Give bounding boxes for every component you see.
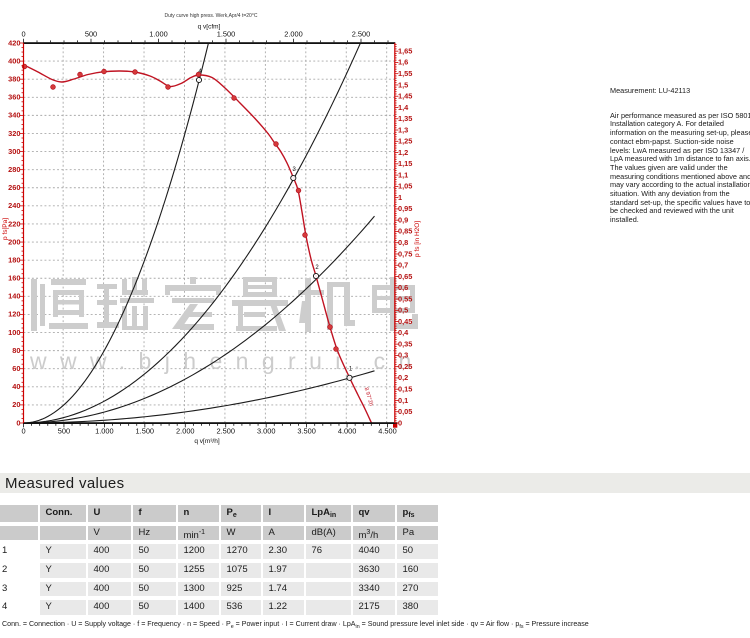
svg-text:160: 160	[8, 274, 20, 283]
svg-text:q v[cfm]: q v[cfm]	[198, 24, 221, 31]
svg-text:3.500: 3.500	[297, 427, 316, 436]
svg-text:1,1: 1,1	[398, 170, 408, 179]
svg-text:0,85: 0,85	[398, 227, 412, 236]
svg-text:320: 320	[8, 129, 20, 138]
svg-text:1,6: 1,6	[398, 58, 408, 67]
svg-text:200: 200	[8, 237, 20, 246]
svg-text:Duty curve high press. Werk,Ap: Duty curve high press. Werk,Apr/4 t=20°C	[165, 13, 258, 19]
svg-text:4: 4	[198, 69, 202, 75]
svg-text:140: 140	[8, 292, 20, 301]
svg-text:4.500: 4.500	[378, 427, 397, 436]
svg-text:0,2: 0,2	[398, 373, 408, 382]
svg-text:q v[m³/h]: q v[m³/h]	[194, 438, 219, 445]
svg-text:420: 420	[8, 38, 20, 47]
svg-text:300: 300	[8, 147, 20, 156]
svg-text:380: 380	[8, 75, 20, 84]
svg-text:220: 220	[8, 219, 20, 228]
svg-text:120: 120	[8, 310, 20, 319]
svg-text:100: 100	[8, 328, 20, 337]
svg-text:0,4: 0,4	[398, 328, 409, 337]
svg-text:0,45: 0,45	[398, 317, 412, 326]
svg-text:0,7: 0,7	[398, 261, 408, 270]
svg-text:0,75: 0,75	[398, 249, 412, 258]
svg-text:1,2: 1,2	[398, 148, 408, 157]
svg-text:1,35: 1,35	[398, 114, 412, 123]
svg-text:240: 240	[8, 201, 20, 210]
svg-text:60: 60	[12, 364, 20, 373]
svg-text:p fs [in H2O]: p fs [in H2O]	[414, 221, 421, 257]
svg-text:0,05: 0,05	[398, 407, 412, 416]
svg-text:400: 400	[8, 56, 20, 65]
svg-text:0,1: 0,1	[398, 396, 408, 405]
svg-text:40: 40	[12, 382, 20, 391]
svg-text:0,95: 0,95	[398, 204, 412, 213]
svg-text:500: 500	[85, 30, 97, 39]
svg-text:0: 0	[21, 30, 25, 39]
svg-text:80: 80	[12, 346, 20, 355]
svg-text:0,5: 0,5	[398, 306, 408, 315]
svg-text:1.000: 1.000	[149, 30, 168, 39]
svg-text:1,15: 1,15	[398, 159, 412, 168]
svg-text:0,3: 0,3	[398, 351, 408, 360]
svg-text:360: 360	[8, 93, 20, 102]
svg-text:4.000: 4.000	[338, 427, 357, 436]
svg-text:0,9: 0,9	[398, 216, 408, 225]
svg-text:0,8: 0,8	[398, 238, 408, 247]
svg-text:0,25: 0,25	[398, 362, 412, 371]
svg-text:180: 180	[8, 255, 20, 264]
svg-text:1,4: 1,4	[398, 103, 409, 112]
svg-text:p fs[Pa]: p fs[Pa]	[2, 218, 9, 240]
svg-text:500: 500	[58, 427, 70, 436]
svg-text:1,25: 1,25	[398, 137, 412, 146]
svg-text:0: 0	[16, 418, 20, 427]
svg-text:1.000: 1.000	[95, 427, 114, 436]
svg-text:260: 260	[8, 183, 20, 192]
svg-text:280: 280	[8, 165, 20, 174]
svg-text:1.500: 1.500	[136, 427, 155, 436]
svg-text:0,65: 0,65	[398, 272, 412, 281]
svg-text:1.500: 1.500	[217, 30, 236, 39]
svg-text:1,65: 1,65	[398, 46, 412, 55]
svg-text:8 97°2h: 8 97°2h	[363, 387, 374, 407]
svg-text:340: 340	[8, 111, 20, 120]
svg-text:2: 2	[315, 265, 319, 271]
svg-text:2.500: 2.500	[216, 427, 235, 436]
svg-text:1: 1	[398, 193, 402, 202]
svg-text:2.000: 2.000	[176, 427, 195, 436]
svg-text:0: 0	[21, 427, 25, 436]
svg-text:1: 1	[349, 367, 353, 373]
svg-text:0,55: 0,55	[398, 294, 412, 303]
svg-text:2.000: 2.000	[284, 30, 303, 39]
svg-text:3: 3	[293, 167, 297, 173]
svg-text:2.500: 2.500	[352, 30, 371, 39]
svg-text:1,3: 1,3	[398, 125, 408, 134]
svg-text:1,45: 1,45	[398, 92, 412, 101]
svg-text:0,35: 0,35	[398, 339, 412, 348]
svg-text:0,6: 0,6	[398, 283, 408, 292]
svg-text:3.000: 3.000	[257, 427, 276, 436]
svg-text:20: 20	[12, 400, 20, 409]
svg-text:1,05: 1,05	[398, 182, 412, 191]
svg-text:0: 0	[398, 418, 402, 427]
svg-text:1,55: 1,55	[398, 69, 412, 78]
svg-text:www.bjhengrui.cn: www.bjhengrui.cn	[29, 348, 425, 374]
svg-text:1,5: 1,5	[398, 80, 408, 89]
svg-text:0,15: 0,15	[398, 385, 412, 394]
